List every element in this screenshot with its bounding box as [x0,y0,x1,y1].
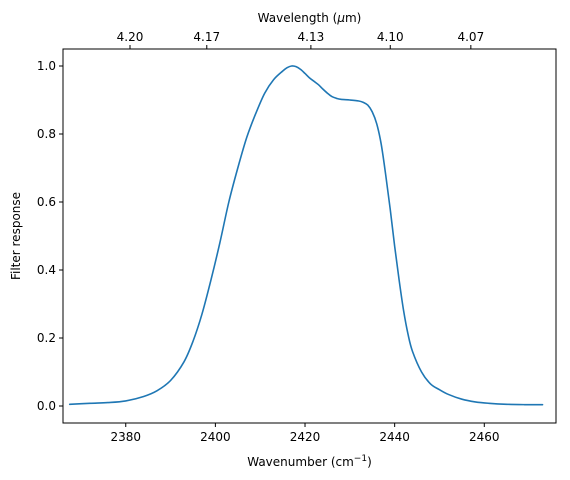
plot-area [62,48,557,424]
top-tick-label: 4.13 [298,30,325,44]
chart-marks: 2380 2400 2420 2440 2460 0.0 0.2 0.4 0.6 0.8 1.0 4.… [37,30,544,444]
y-tick-label: 0.2 [37,331,56,345]
x-tick-label: 2420 [290,430,321,444]
y-axis-title: Filter response [9,192,23,280]
top-tick-label: 4.20 [117,30,144,44]
x-tick-label: 2400 [200,430,231,444]
y-tick-label: 1.0 [37,59,56,73]
x-tick-label: 2380 [110,430,141,444]
top-axis-title: Wavelength (μm) [258,11,362,25]
y-tick-label: 0.8 [37,127,56,141]
filter-response-line [68,65,544,406]
x-tick-label: 2460 [469,430,500,444]
top-tick-label: 4.17 [193,30,220,44]
y-tick-label: 0.4 [37,263,56,277]
top-tick-label: 4.07 [457,30,484,44]
top-tick-label: 4.10 [377,30,404,44]
y-tick-label: 0.0 [37,399,56,413]
x-axis-title: Wavenumber (cm−1) [247,454,372,469]
x-tick-label: 2440 [379,430,410,444]
y-tick-label: 0.6 [37,195,56,209]
